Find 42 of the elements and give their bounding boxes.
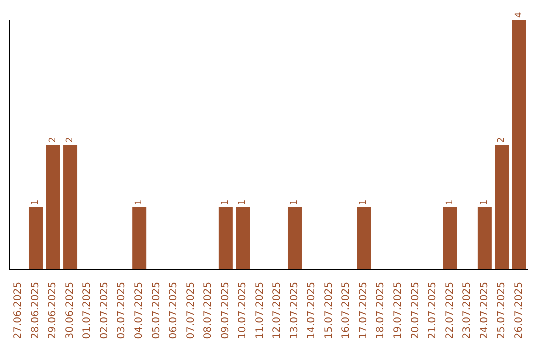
x-tick-label: 17.07.2025: [358, 282, 370, 340]
data-label: 1: [445, 200, 456, 206]
x-tick-label: 04.07.2025: [134, 282, 145, 340]
data-label: 1: [220, 200, 231, 206]
x-tick-label: 03.07.2025: [116, 282, 128, 340]
x-tick-label: 20.07.2025: [410, 282, 422, 340]
x-tick-label: 07.07.2025: [186, 282, 197, 340]
x-tick-label: 30.06.2025: [64, 282, 76, 340]
data-label: 1: [359, 200, 370, 206]
x-tick-label: 27.06.2025: [13, 282, 24, 340]
data-label: 2: [48, 137, 58, 143]
x-tick-label: 02.07.2025: [99, 282, 110, 340]
x-tick-label: 29.06.2025: [48, 282, 59, 340]
x-tick-label: 06.07.2025: [168, 282, 180, 340]
data-label: 4: [514, 12, 524, 18]
x-tick-label: 14.07.2025: [306, 282, 318, 340]
data-label: 2: [66, 137, 76, 143]
data-label: 1: [290, 200, 300, 206]
x-tick-label: 05.07.2025: [151, 282, 162, 340]
x-tick-label: 10.07.2025: [238, 282, 249, 340]
x-tick-label: 24.07.2025: [479, 282, 490, 340]
x-tick-label: 09.07.2025: [220, 282, 232, 340]
x-tick-label: 28.06.2025: [30, 282, 42, 340]
x-tick-label: 13.07.2025: [289, 282, 300, 340]
x-tick-label: 22.07.2025: [444, 282, 456, 340]
x-tick-label: 12.07.2025: [272, 282, 284, 340]
data-label: 1: [134, 200, 145, 206]
x-tick-label: 11.07.2025: [254, 282, 266, 340]
data-label: 1: [30, 200, 41, 206]
x-tick-label: 01.07.2025: [82, 282, 94, 340]
x-tick-label: 16.07.2025: [341, 282, 352, 340]
x-tick-label: 15.07.2025: [324, 282, 335, 340]
x-tick-label: 26.07.2025: [514, 282, 525, 340]
x-tick-label: 18.07.2025: [376, 282, 387, 340]
x-tick-label: 08.07.2025: [203, 282, 214, 340]
x-tick-label: 21.07.2025: [428, 282, 439, 340]
data-label: 2: [497, 137, 508, 143]
x-tick-label: 23.07.2025: [462, 282, 474, 340]
x-tick-label: 19.07.2025: [393, 282, 404, 340]
data-label: 1: [238, 200, 248, 206]
x-tick-label: 25.07.2025: [496, 282, 508, 340]
data-label: 1: [480, 200, 490, 206]
